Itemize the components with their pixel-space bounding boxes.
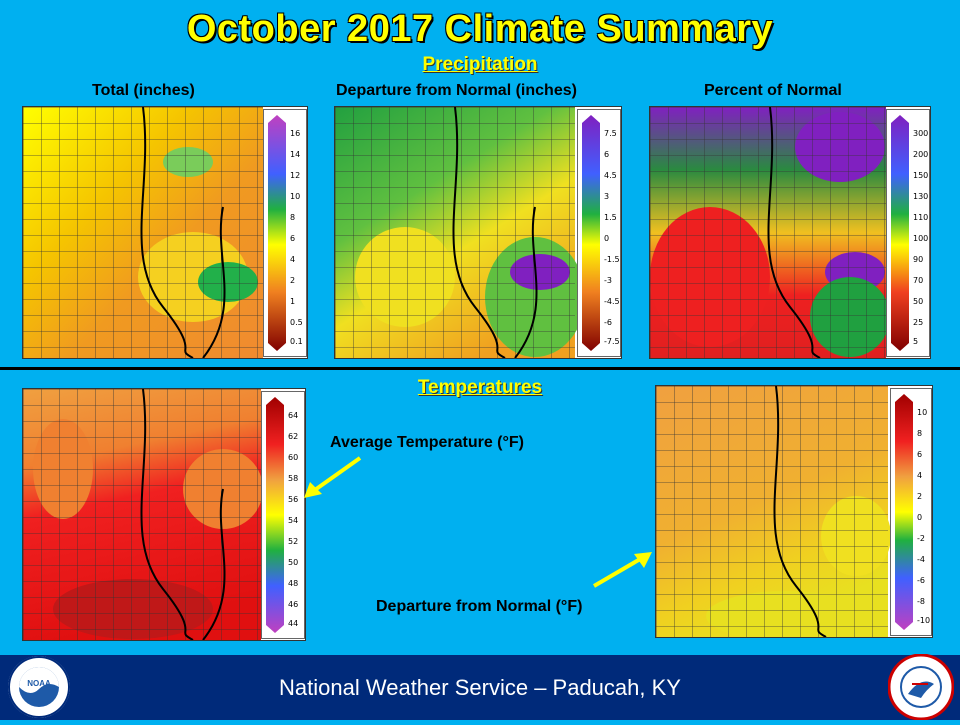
percent-normal-map: 300 200 150 130 110 100 90 70 50 25 5 <box>649 106 931 359</box>
legend-tick: 150 <box>913 171 929 180</box>
legend-tick: 25 <box>913 318 924 327</box>
legend-tick: 90 <box>913 255 924 264</box>
legend-tick: -4.5 <box>604 297 620 306</box>
legend-tick: 130 <box>913 192 929 201</box>
legend-tick: 54 <box>288 516 299 525</box>
legend-tick: -10 <box>917 616 931 625</box>
legend-tick: 0 <box>917 513 923 522</box>
legend-tick: 6 <box>917 450 923 459</box>
legend-tick: 50 <box>288 558 299 567</box>
legend-tick: 60 <box>288 453 299 462</box>
legend-tick: 3 <box>604 192 610 201</box>
legend-tick: -1.5 <box>604 255 620 264</box>
legend-tick: 62 <box>288 432 299 441</box>
avg-temp-label: Average Temperature (°F) <box>330 434 525 451</box>
legend-tick: 110 <box>913 213 929 222</box>
legend-tick: 0.1 <box>290 337 303 346</box>
legend-tick: 6 <box>290 234 296 243</box>
legend-tick: 4 <box>290 255 296 264</box>
legend-tick: 52 <box>288 537 299 546</box>
legend-tick: 64 <box>288 411 299 420</box>
legend-tick: 300 <box>913 129 929 138</box>
total-label: Total (inches) <box>92 82 195 99</box>
percent-legend: 300 200 150 130 110 100 90 70 50 25 5 <box>886 109 930 357</box>
precip-departure-map: 7.5 6 4.5 3 1.5 0 -1.5 -3 -4.5 -6 -7.5 <box>334 106 622 359</box>
avg-temp-legend: 64 62 60 58 56 54 52 50 48 46 44 <box>261 391 305 639</box>
legend-tick: 2 <box>290 276 296 285</box>
temp-departure-label: Departure from Normal (°F) <box>376 598 583 615</box>
nws-logo <box>887 653 955 721</box>
legend-tick: 12 <box>290 171 301 180</box>
legend-tick: 14 <box>290 150 301 159</box>
temp-departure-map: 10 8 6 4 2 0 -2 -4 -6 -8 -10 <box>655 385 933 638</box>
noaa-logo-text: NOAA <box>27 679 51 688</box>
temp-departure-legend: 10 8 6 4 2 0 -2 -4 -6 -8 -10 <box>890 388 932 636</box>
legend-tick: 44 <box>288 619 299 628</box>
legend-tick: 50 <box>913 297 924 306</box>
legend-tick: 4 <box>917 471 923 480</box>
legend-tick: -6 <box>604 318 612 327</box>
legend-tick: 6 <box>604 150 610 159</box>
temperatures-heading: Temperatures <box>417 377 543 398</box>
avg-temp-map: 64 62 60 58 56 54 52 50 48 46 44 <box>22 388 306 641</box>
legend-tick: 0.5 <box>290 318 303 327</box>
legend-tick: 10 <box>290 192 301 201</box>
arrow-icon <box>304 456 362 498</box>
legend-tick: 0 <box>604 234 610 243</box>
legend-tick: 56 <box>288 495 299 504</box>
departure-legend: 7.5 6 4.5 3 1.5 0 -1.5 -3 -4.5 -6 -7.5 <box>577 109 621 357</box>
legend-tick: 8 <box>917 429 923 438</box>
legend-tick: -3 <box>604 276 612 285</box>
legend-tick: -8 <box>917 597 925 606</box>
page-title: October 2017 Climate Summary <box>186 8 774 50</box>
legend-tick: 10 <box>917 408 928 417</box>
legend-tick: 46 <box>288 600 299 609</box>
total-precip-map: 16 14 12 10 8 6 4 2 1 0.5 0.1 <box>22 106 308 359</box>
precipitation-heading: Precipitation <box>422 54 538 75</box>
legend-tick: 58 <box>288 474 299 483</box>
section-divider <box>0 367 960 370</box>
legend-tick: 16 <box>290 129 301 138</box>
arrow-icon <box>592 552 652 588</box>
footer-bar <box>0 655 960 720</box>
legend-tick: -6 <box>917 576 925 585</box>
percent-label: Percent of Normal <box>704 82 842 99</box>
legend-tick: -4 <box>917 555 925 564</box>
legend-tick: 8 <box>290 213 296 222</box>
legend-tick: 4.5 <box>604 171 617 180</box>
total-legend: 16 14 12 10 8 6 4 2 1 0.5 0.1 <box>263 109 307 357</box>
legend-tick: 5 <box>913 337 919 346</box>
legend-tick: -2 <box>917 534 925 543</box>
legend-tick: 100 <box>913 234 929 243</box>
legend-tick: 48 <box>288 579 299 588</box>
legend-tick: 2 <box>917 492 923 501</box>
legend-tick: 70 <box>913 276 924 285</box>
footer-text: National Weather Service – Paducah, KY <box>279 675 681 700</box>
legend-tick: -7.5 <box>604 337 620 346</box>
legend-tick: 7.5 <box>604 129 617 138</box>
noaa-logo: NOAA <box>8 656 70 718</box>
legend-tick: 200 <box>913 150 929 159</box>
legend-tick: 1.5 <box>604 213 617 222</box>
legend-tick: 1 <box>290 297 296 306</box>
departure-label: Departure from Normal (inches) <box>336 82 577 99</box>
